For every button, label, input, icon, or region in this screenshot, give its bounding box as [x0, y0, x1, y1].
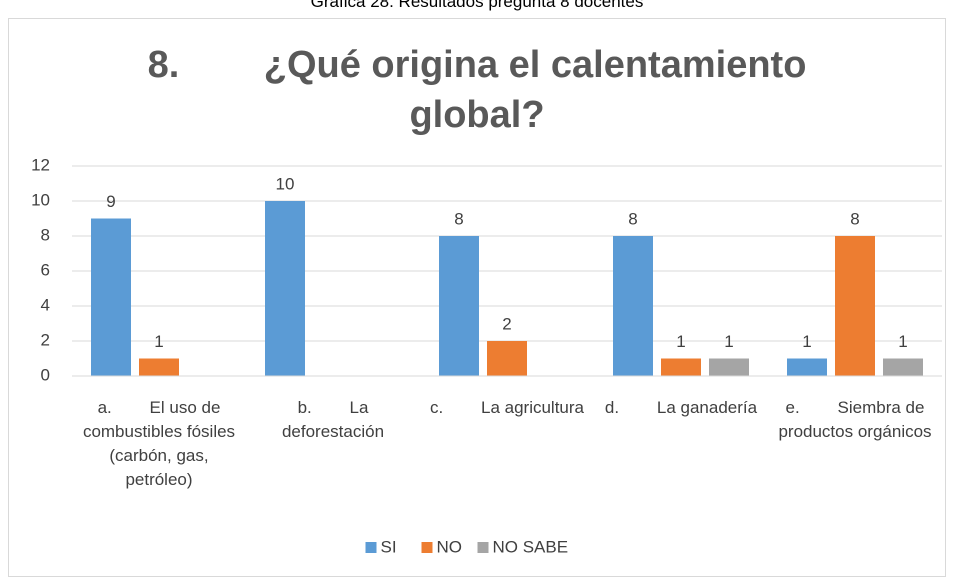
data-label: 8 [454, 209, 463, 228]
data-label: 10 [276, 174, 295, 193]
chart-title: 8. ¿Qué origina el calentamiento global? [147, 44, 817, 136]
bar [883, 358, 923, 376]
legend-swatch [365, 542, 377, 553]
data-label: 1 [676, 332, 685, 351]
bar [439, 236, 479, 376]
y-tick-label: 4 [41, 295, 50, 314]
data-label: 1 [802, 332, 811, 351]
data-label: 1 [724, 332, 733, 351]
bar [661, 358, 701, 376]
data-label: 8 [628, 209, 637, 228]
data-label: 9 [106, 192, 115, 211]
bar [265, 201, 305, 376]
legend-swatch [477, 542, 489, 553]
y-tick-label: 10 [31, 190, 50, 209]
legend-label: NO SABE [493, 537, 569, 556]
bar [139, 358, 179, 376]
data-label: 2 [502, 314, 511, 333]
bar [613, 236, 653, 376]
bar [835, 236, 875, 376]
caption: Gráfica 28. Resultados pregunta 8 docent… [310, 0, 644, 11]
y-tick-label: 2 [41, 330, 50, 349]
y-tick-label: 0 [41, 365, 50, 384]
data-label: 1 [898, 332, 907, 351]
y-tick-label: 8 [41, 225, 50, 244]
data-label: 8 [850, 209, 859, 228]
y-tick-label: 12 [31, 155, 50, 174]
bar [709, 358, 749, 376]
y-tick-label: 6 [41, 260, 50, 279]
bar [787, 358, 827, 376]
bar [91, 218, 131, 376]
bar [487, 341, 527, 376]
legend-label: NO [437, 537, 463, 556]
x-tick-label: e. Siembra de productos orgánicos [778, 398, 932, 441]
x-tick-label: a. El uso de combustibles fósiles (carbó… [82, 398, 240, 489]
x-tick-label: c. La agricultura [429, 398, 584, 417]
legend-swatch [421, 542, 433, 553]
data-label: 1 [154, 332, 163, 351]
x-tick-label: d. La ganadería [604, 398, 758, 417]
legend-label: SI [381, 537, 397, 556]
x-tick-label: b. La deforestación [281, 398, 385, 441]
